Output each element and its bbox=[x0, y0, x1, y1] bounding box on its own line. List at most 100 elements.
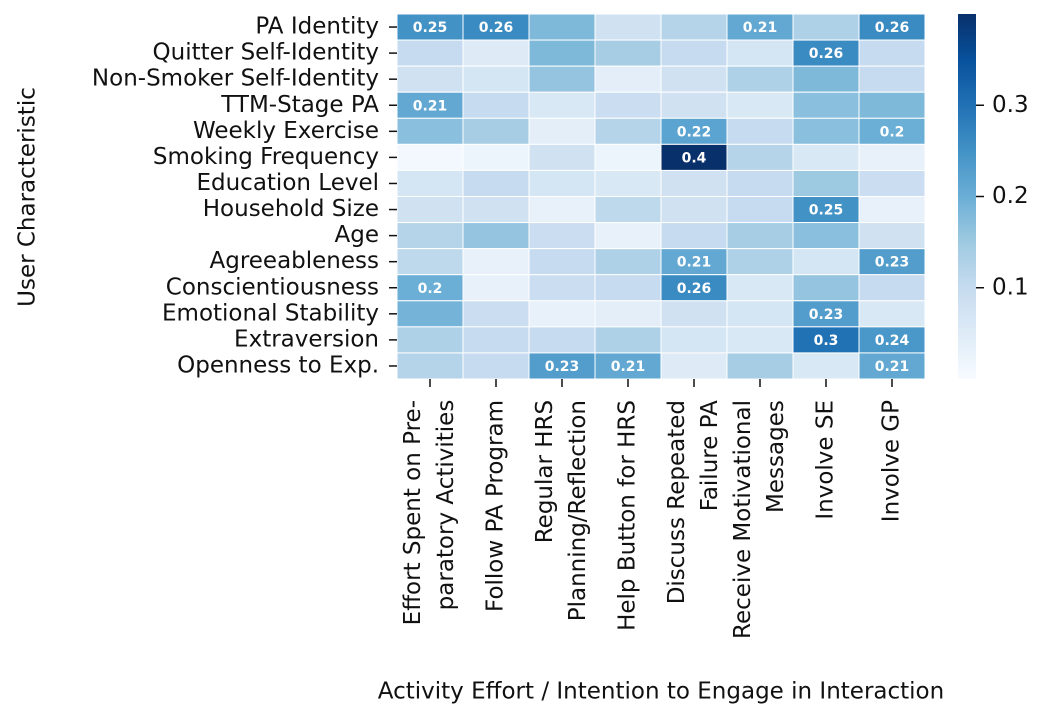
heatmap-cell bbox=[792, 65, 860, 93]
heatmap-cell bbox=[396, 169, 464, 198]
cell-label: 0.4 bbox=[682, 150, 707, 166]
y-tick-label: Openness to Exp. bbox=[177, 352, 379, 378]
heatmap-cell bbox=[594, 300, 662, 328]
heatmap-cell bbox=[594, 13, 662, 41]
heatmap-cell bbox=[528, 117, 596, 145]
y-tick-label: PA Identity bbox=[255, 14, 379, 40]
heatmap-cell bbox=[594, 352, 662, 380]
cell-label: 0.21 bbox=[677, 255, 712, 271]
heatmap-cell bbox=[858, 248, 926, 276]
heatmap-cell bbox=[462, 352, 530, 380]
cell-label: 0.25 bbox=[413, 20, 448, 36]
x-tick-label: Involve SE bbox=[812, 400, 839, 520]
heatmap-cell bbox=[462, 169, 530, 198]
heatmap-cell bbox=[396, 222, 464, 250]
heatmap-cell bbox=[858, 65, 926, 93]
cell-label: 0.26 bbox=[677, 281, 712, 297]
cell-label: 0.26 bbox=[479, 20, 514, 36]
x-tick-label: Involve GP bbox=[878, 400, 905, 523]
cell-label: 0.21 bbox=[743, 20, 778, 36]
heatmap-cell bbox=[792, 352, 860, 380]
cell-label: 0.2 bbox=[880, 124, 905, 140]
heatmap-cell bbox=[726, 169, 794, 198]
y-tick-label: TTM-Stage PA bbox=[220, 92, 379, 118]
heatmap-cell bbox=[462, 300, 530, 328]
x-tick-label: Regular HRS Planning/Reflection bbox=[532, 400, 591, 622]
cell-label: 0.22 bbox=[677, 124, 712, 140]
heatmap-cell bbox=[792, 169, 860, 198]
heatmap-cell bbox=[858, 196, 926, 224]
heatmap-cell bbox=[726, 222, 794, 250]
heatmap-cell bbox=[858, 143, 926, 171]
heatmap-cell bbox=[594, 222, 662, 250]
heatmap-cell bbox=[660, 169, 728, 198]
heatmap-cell bbox=[528, 248, 596, 276]
colorbar-tick-label: 0.3 bbox=[992, 92, 1029, 118]
heatmap-cell bbox=[726, 352, 794, 380]
heatmap-cell bbox=[528, 169, 596, 198]
cell-label: 0.3 bbox=[814, 333, 839, 349]
heatmap-cell bbox=[660, 222, 728, 250]
heatmap-cell bbox=[528, 143, 596, 171]
heatmap-cell bbox=[726, 65, 794, 93]
heatmap-cell bbox=[462, 13, 530, 41]
cell-label: 0.23 bbox=[545, 359, 580, 375]
colorbar-tick-label: 0.2 bbox=[992, 183, 1029, 209]
cell-label: 0.25 bbox=[809, 203, 844, 219]
heatmap-cell bbox=[858, 39, 926, 67]
y-tick-label: Non-Smoker Self-Identity bbox=[92, 66, 379, 92]
colorbar bbox=[958, 14, 976, 379]
heatmap-cell bbox=[594, 326, 662, 354]
heatmap-cell bbox=[726, 326, 794, 354]
heatmap-cell bbox=[528, 13, 596, 41]
heatmap-cell bbox=[528, 300, 596, 328]
cell-label: 0.21 bbox=[875, 359, 910, 375]
heatmap-cell bbox=[792, 117, 860, 145]
heatmap-cell bbox=[660, 196, 728, 224]
heatmap-cell bbox=[594, 143, 662, 171]
heatmap-cell bbox=[528, 91, 596, 119]
heatmap-cell bbox=[528, 352, 596, 380]
heatmap-cell bbox=[396, 117, 464, 145]
heatmap-cell bbox=[462, 39, 530, 67]
heatmap-cell bbox=[726, 143, 794, 171]
heatmap-cell bbox=[594, 117, 662, 145]
heatmap-cell bbox=[396, 352, 464, 380]
heatmap-cell bbox=[462, 143, 530, 171]
y-tick-label: Agreeableness bbox=[209, 248, 379, 274]
heatmap-cell bbox=[396, 248, 464, 276]
heatmap-cell bbox=[726, 39, 794, 67]
y-axis-label: User Characteristic bbox=[15, 87, 41, 307]
heatmap-cell bbox=[528, 274, 596, 302]
heatmap-cell bbox=[858, 91, 926, 119]
x-tick-label: Effort Spent on Pre- paratory Activities bbox=[400, 400, 459, 626]
heatmap-cell bbox=[396, 39, 464, 67]
heatmap-cell bbox=[858, 117, 926, 145]
y-tick-label: Weekly Exercise bbox=[193, 118, 379, 144]
heatmap-cell bbox=[594, 248, 662, 276]
heatmap-cell bbox=[792, 91, 860, 119]
heatmap-cell bbox=[726, 196, 794, 224]
heatmap-cell bbox=[462, 222, 530, 250]
cell-label: 0.26 bbox=[809, 46, 844, 62]
heatmap-cell bbox=[726, 91, 794, 119]
cell-label: 0.26 bbox=[875, 20, 910, 36]
heatmap-cell bbox=[858, 300, 926, 328]
x-tick-label: Help Button for HRS bbox=[614, 400, 641, 631]
heatmap-cell bbox=[660, 352, 728, 380]
heatmap-cell bbox=[792, 196, 860, 224]
heatmap-cell bbox=[462, 248, 530, 276]
x-axis-label: Activity Effort / Intention to Engage in… bbox=[378, 679, 944, 705]
heatmap-cell bbox=[594, 169, 662, 198]
heatmap-cell bbox=[594, 274, 662, 302]
heatmap-cell bbox=[660, 91, 728, 119]
heatmap-cell bbox=[528, 196, 596, 224]
heatmap-cell bbox=[726, 117, 794, 145]
x-tick-label: Follow PA Program bbox=[482, 400, 509, 612]
heatmap-cell bbox=[858, 352, 926, 380]
heatmap-cell bbox=[462, 274, 530, 302]
heatmap-cell bbox=[528, 326, 596, 354]
y-tick-label: Conscientiousness bbox=[166, 274, 379, 300]
heatmap-cell bbox=[594, 91, 662, 119]
